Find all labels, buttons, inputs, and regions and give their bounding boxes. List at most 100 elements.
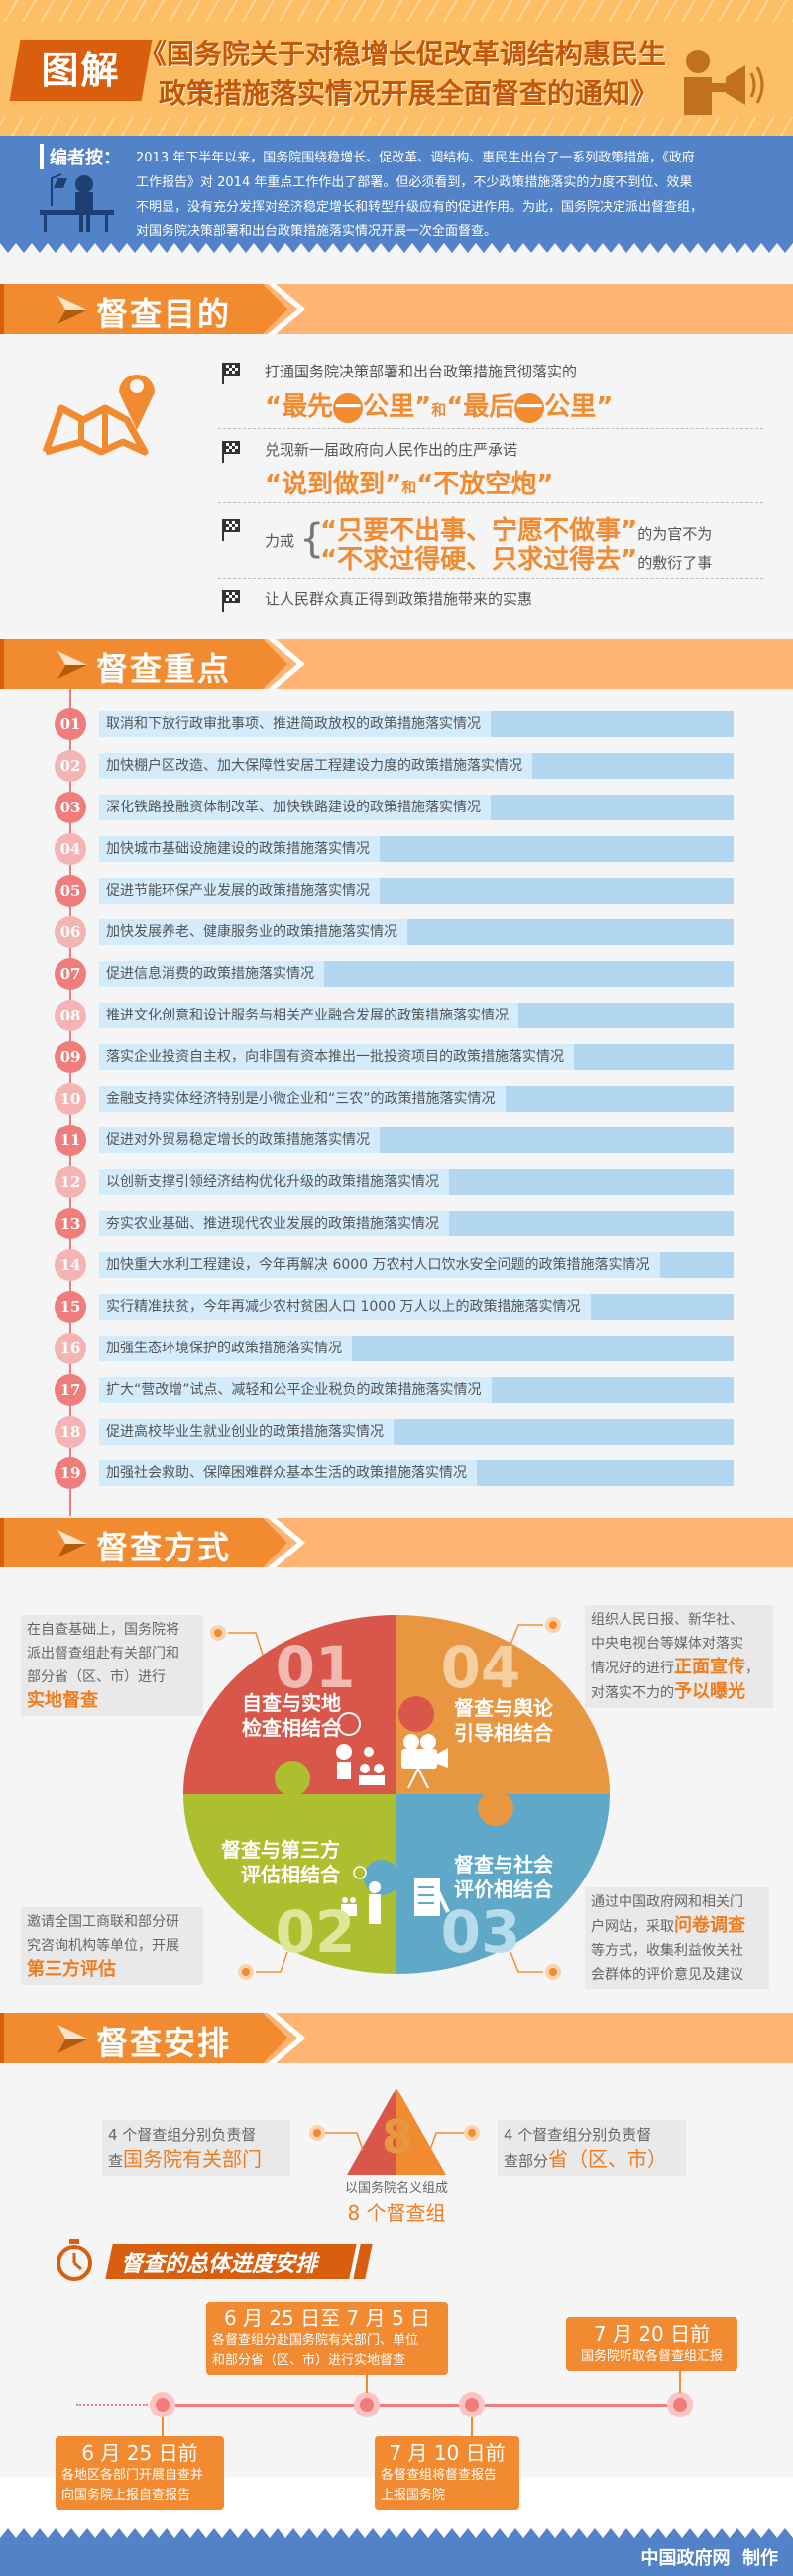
focus-list-item: 促进节能环保产业发展的政策措施落实情况 — [99, 878, 734, 904]
focus-item-text: 落实企业投资自主权，向非国有资本推出一批投资项目的政策措施落实情况 — [99, 1044, 574, 1070]
timeline-dot — [667, 2392, 693, 2417]
focus-list-item: 加快发展养老、健康服务业的政策措施落实情况 — [99, 919, 734, 945]
arrangement-caption: 以国务院名义组成 — [344, 2181, 448, 2196]
group-count-graphic: 8 — [381, 2110, 413, 2164]
focus-item-text: 夯实农业基础、推进现代农业发展的政策措施落实情况 — [99, 1211, 449, 1236]
quadrant-number: 04 — [441, 1634, 521, 1701]
page-title-line1: 《国务院关于对稳增长促改革调结构惠民生 — [139, 38, 667, 70]
section-title: 督查目的 — [96, 295, 232, 333]
item-number-badge: 18 — [55, 1416, 86, 1448]
map-pin-icon — [42, 375, 155, 456]
focus-item-text: 促进高校毕业生就业创业的政策措施落实情况 — [99, 1419, 394, 1445]
divider — [218, 428, 763, 429]
focus-list-item: 夯实农业基础、推进现代农业发展的政策措施落实情况 — [99, 1211, 734, 1236]
method-note-02: 邀请全国工商联和部分研 究咨询机构等单位，开展 第三方评估 — [21, 1907, 203, 1985]
editor-note-line: 工作报告》对 2014 年重点工作作出了部署。但必须看到，不少政策措施落实的力度… — [136, 175, 693, 190]
quadrant-number: 03 — [441, 1898, 521, 1966]
item-number-badge: 08 — [55, 1000, 86, 1031]
focus-list-item: 加强社会救助、保障困难群众基本生活的政策措施落实情况 — [99, 1460, 734, 1486]
pyramid-graphic — [309, 2088, 480, 2175]
method-note-03: 通过中国政府网和相关门 户网站，采取问卷调查 等方式，收集利益攸关社 会群体的评价意见… — [585, 1887, 769, 1989]
timeline-dot — [150, 2392, 175, 2417]
focus-list-item: 促进高校毕业生就业创业的政策措施落实情况 — [99, 1419, 734, 1445]
milestone-3: 7 月 10 日前 各督查组将督查报告 上报国务院 — [375, 2436, 519, 2510]
editor-note-line: 对国务院决策部署和出台政策措施落实情况开展一次全面督查。 — [136, 224, 498, 239]
milestone-1: 6 月 25 日前 各地区各部门开展自查并 向国务院上报自查报告 — [56, 2436, 224, 2510]
item-number-badge: 12 — [55, 1166, 86, 1198]
page-title-line2: 政策措施落实情况开展全面督查的通知》 — [159, 77, 659, 110]
arrow-icon — [57, 296, 87, 324]
focus-item-text: 金融支持实体经济特别是小微企业和“三农”的政策措施落实情况 — [99, 1086, 506, 1112]
quadrant-label-04: 督查与舆论 引导相结合 — [454, 1696, 553, 1745]
item-number-badge: 03 — [55, 792, 86, 823]
focus-item-text: 取消和下放行政审批事项、推进简政放权的政策措施落实情况 — [99, 711, 491, 737]
timeline-dot — [459, 2392, 485, 2417]
item-number-badge: 02 — [55, 750, 86, 782]
focus-list-item: 以创新支撑引领经济结构优化升级的政策措施落实情况 — [99, 1169, 734, 1195]
footer-wave — [0, 2526, 793, 2576]
footer-credit: 中国政府网 制作 — [640, 2548, 778, 2569]
checkered-flag-icon — [222, 590, 240, 612]
quadrant-label-01: 自查与实地 检查相结合 — [242, 1691, 341, 1740]
checkered-flag-icon — [222, 519, 240, 541]
divider — [218, 502, 763, 503]
camera-icon — [401, 1734, 448, 1789]
item-number-badge: 07 — [55, 958, 86, 990]
item-number-badge: 16 — [55, 1333, 86, 1364]
focus-item-text: 加快城市基础设施建设的政策措施落实情况 — [99, 836, 380, 862]
section-header-methods: 督查方式 — [0, 1518, 793, 1567]
item-number-badge: 09 — [55, 1041, 86, 1073]
purpose-item-highlight: “说到做到”和“不放空炮” — [265, 470, 554, 499]
arrow-icon — [57, 1530, 87, 1557]
focus-item-text: 促进节能环保产业发展的政策措施落实情况 — [99, 878, 380, 904]
purpose-item-text: 兑现新一届政府向人民作出的庄严承诺 — [265, 441, 518, 459]
quadrant-number: 01 — [276, 1634, 356, 1701]
focus-item-text: 促进信息消费的政策措施落实情况 — [99, 961, 324, 987]
focus-list-item: 金融支持实体经济特别是小微企业和“三农”的政策措施落实情况 — [99, 1086, 734, 1112]
item-number-badge: 04 — [55, 833, 86, 865]
purpose-item-highlight: “只要不出事、宁愿不做事”的为官不为 — [320, 516, 713, 546]
badge-label: 图解 — [41, 49, 121, 92]
section-title: 督查重点 — [96, 650, 232, 688]
focus-list-item: 取消和下放行政审批事项、推进简政放权的政策措施落实情况 — [99, 711, 734, 737]
editor-note-line: 不明显，没有充分发挥对经济稳定增长和转型升级应有的促进作用。为此，国务院决定派出… — [136, 200, 704, 215]
focus-item-text: 加快发展养老、健康服务业的政策措施落实情况 — [99, 919, 407, 945]
arrangement-count: 8 个督查组 — [347, 2201, 446, 2225]
focus-list-item: 深化铁路投融资体制改革、加快铁路建设的政策措施落实情况 — [99, 795, 734, 820]
purpose-item-highlight: “不求过得硬、只求过得去”的敷衍了事 — [320, 545, 713, 575]
item-number-badge: 01 — [55, 708, 86, 740]
quadrant-number: 02 — [276, 1898, 356, 1966]
focus-item-text: 促进对外贸易稳定增长的政策措施落实情况 — [99, 1127, 380, 1153]
editor-note-panel — [0, 136, 793, 255]
quadrant-label-02: 督查与第三方 评估相结合 — [221, 1838, 340, 1886]
item-number-badge: 06 — [55, 916, 86, 948]
focus-item-text: 加快棚户区改造、加大保障性安居工程建设力度的政策措施落实情况 — [99, 753, 532, 779]
milestone-2: 6 月 25 日至 7 月 5 日各督查组分赴国务院有关部门、单位 和部分省（区、… — [206, 2302, 448, 2375]
focus-item-text: 深化铁路投融资体制改革、加快铁路建设的政策措施落实情况 — [99, 795, 491, 820]
focus-item-text: 推进文化创意和设计服务与相关产业融合发展的政策措施落实情况 — [99, 1003, 518, 1028]
focus-list-item: 推进文化创意和设计服务与相关产业融合发展的政策措施落实情况 — [99, 1003, 734, 1028]
wave-divider — [0, 243, 793, 257]
divider — [218, 578, 763, 579]
editor-note-label: 编者按： — [40, 144, 121, 169]
editor-at-desk-icon — [40, 173, 114, 232]
purpose-item-text: 打通国务院决策部署和出台政策措施贯彻落实的 — [265, 363, 578, 380]
item-number-badge: 19 — [55, 1457, 86, 1489]
section-header-focus: 督查重点 — [0, 639, 793, 689]
discussion-people-icon — [336, 1712, 385, 1785]
checkered-flag-icon — [222, 363, 240, 384]
milestone-4: 7 月 20 日前 国务院听取各督查组汇报 — [566, 2317, 737, 2371]
arrangement-note-left: 4 个督查组分别负责督 查国务院有关部门 — [102, 2120, 290, 2176]
timeline-dot — [354, 2392, 380, 2417]
schedule-title: 督查的总体进度安排 — [121, 2252, 318, 2277]
focus-list-item: 加强生态环境保护的政策措施落实情况 — [99, 1336, 734, 1361]
quadrant-label-03: 督查与社会 评价相结合 — [454, 1853, 553, 1901]
focus-item-text: 加快重大水利工程建设，今年再解决 6000 万农村人口饮水安全问题的政策措施落实… — [99, 1252, 660, 1278]
item-number-badge: 13 — [55, 1208, 86, 1239]
focus-item-text: 加强社会救助、保障困难群众基本生活的政策措施落实情况 — [99, 1460, 477, 1486]
method-note-01: 在自查基础上，国务院将 派出督查组赴有关部门和 部分省（区、市）进行 实地督查 — [21, 1615, 203, 1716]
focus-list-item: 实行精准扶贫，今年再减少农村贫困人口 1000 万人以上的政策措施落实情况 — [99, 1294, 734, 1320]
arrow-icon — [57, 651, 87, 679]
badge: 图解 — [9, 40, 153, 101]
section-header-arrangement: 督查安排 — [0, 2013, 793, 2063]
